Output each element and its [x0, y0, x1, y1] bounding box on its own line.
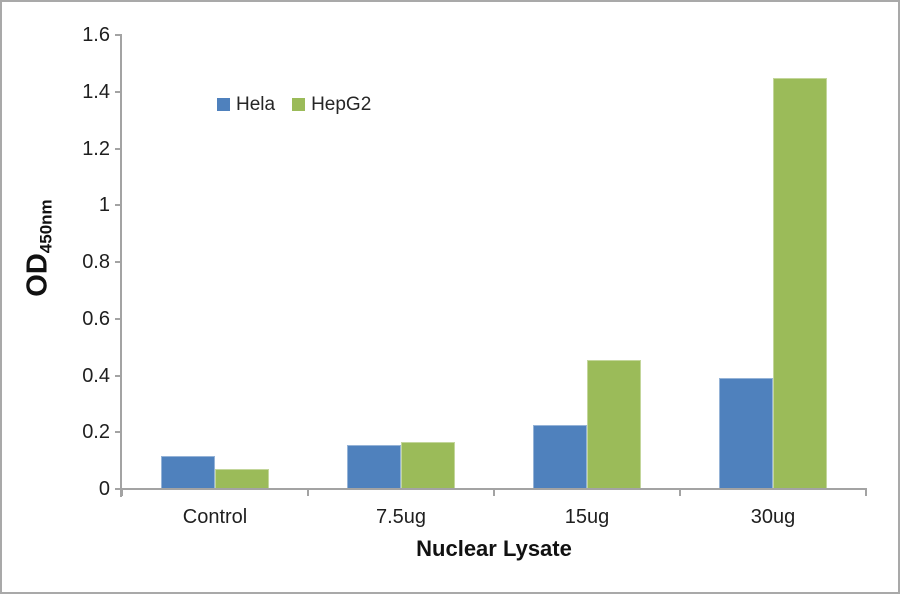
y-tick-mark [115, 374, 122, 377]
y-tick-mark [115, 204, 122, 207]
legend-swatch-hepg2 [292, 98, 306, 111]
y-tick-mark [115, 317, 122, 320]
legend: Hela HepG2 [217, 95, 371, 114]
bar-hela-15ug [533, 425, 587, 489]
bar-hepg2-control [215, 469, 269, 489]
bar-hela-75ug [347, 445, 401, 489]
y-tick-label: 0.4 [82, 364, 110, 387]
bar-hela-control [161, 456, 215, 489]
legend-item-hela: Hela [217, 95, 275, 114]
x-tick-mark [493, 489, 495, 496]
x-category-label: 15ug [564, 506, 610, 528]
legend-item-hepg2: HepG2 [292, 95, 371, 114]
y-axis-line [120, 35, 122, 497]
x-tick-mark [121, 489, 123, 496]
y-tick-label: 0.2 [82, 421, 110, 444]
y-tick-label: 1.2 [82, 137, 110, 160]
y-tick-label: 1.6 [82, 24, 110, 46]
y-tick-mark [115, 90, 122, 93]
y-tick-mark [115, 261, 122, 263]
y-tick-label: 0.8 [82, 251, 110, 273]
legend-label: HepG2 [311, 94, 372, 115]
x-category-label: 30ug [750, 506, 796, 528]
y-tick-label: 0.6 [82, 307, 110, 330]
bar-hepg2-15ug [587, 359, 641, 489]
y-tick-label: 1 [98, 194, 110, 217]
x-category-label: 7.5ug [375, 506, 427, 528]
y-tick-mark [115, 488, 122, 490]
y-tick-label: 1.4 [82, 80, 110, 103]
y-tick-label: 0 [98, 478, 110, 500]
legend-swatch-hela [217, 98, 230, 111]
x-tick-mark [679, 489, 681, 496]
y-tick-mark [115, 147, 122, 150]
x-category-label: Control [182, 506, 248, 528]
x-axis-title: Nuclear Lysate [416, 536, 572, 561]
y-tick-mark [115, 431, 122, 434]
y-tick-mark [115, 34, 122, 36]
x-tick-mark [865, 489, 867, 496]
bar-hepg2-30ug [773, 77, 827, 489]
x-tick-mark [307, 489, 309, 496]
bar-hela-30ug [719, 378, 773, 489]
legend-label: Hela [236, 94, 276, 115]
bar-hepg2-75ug [401, 442, 455, 489]
